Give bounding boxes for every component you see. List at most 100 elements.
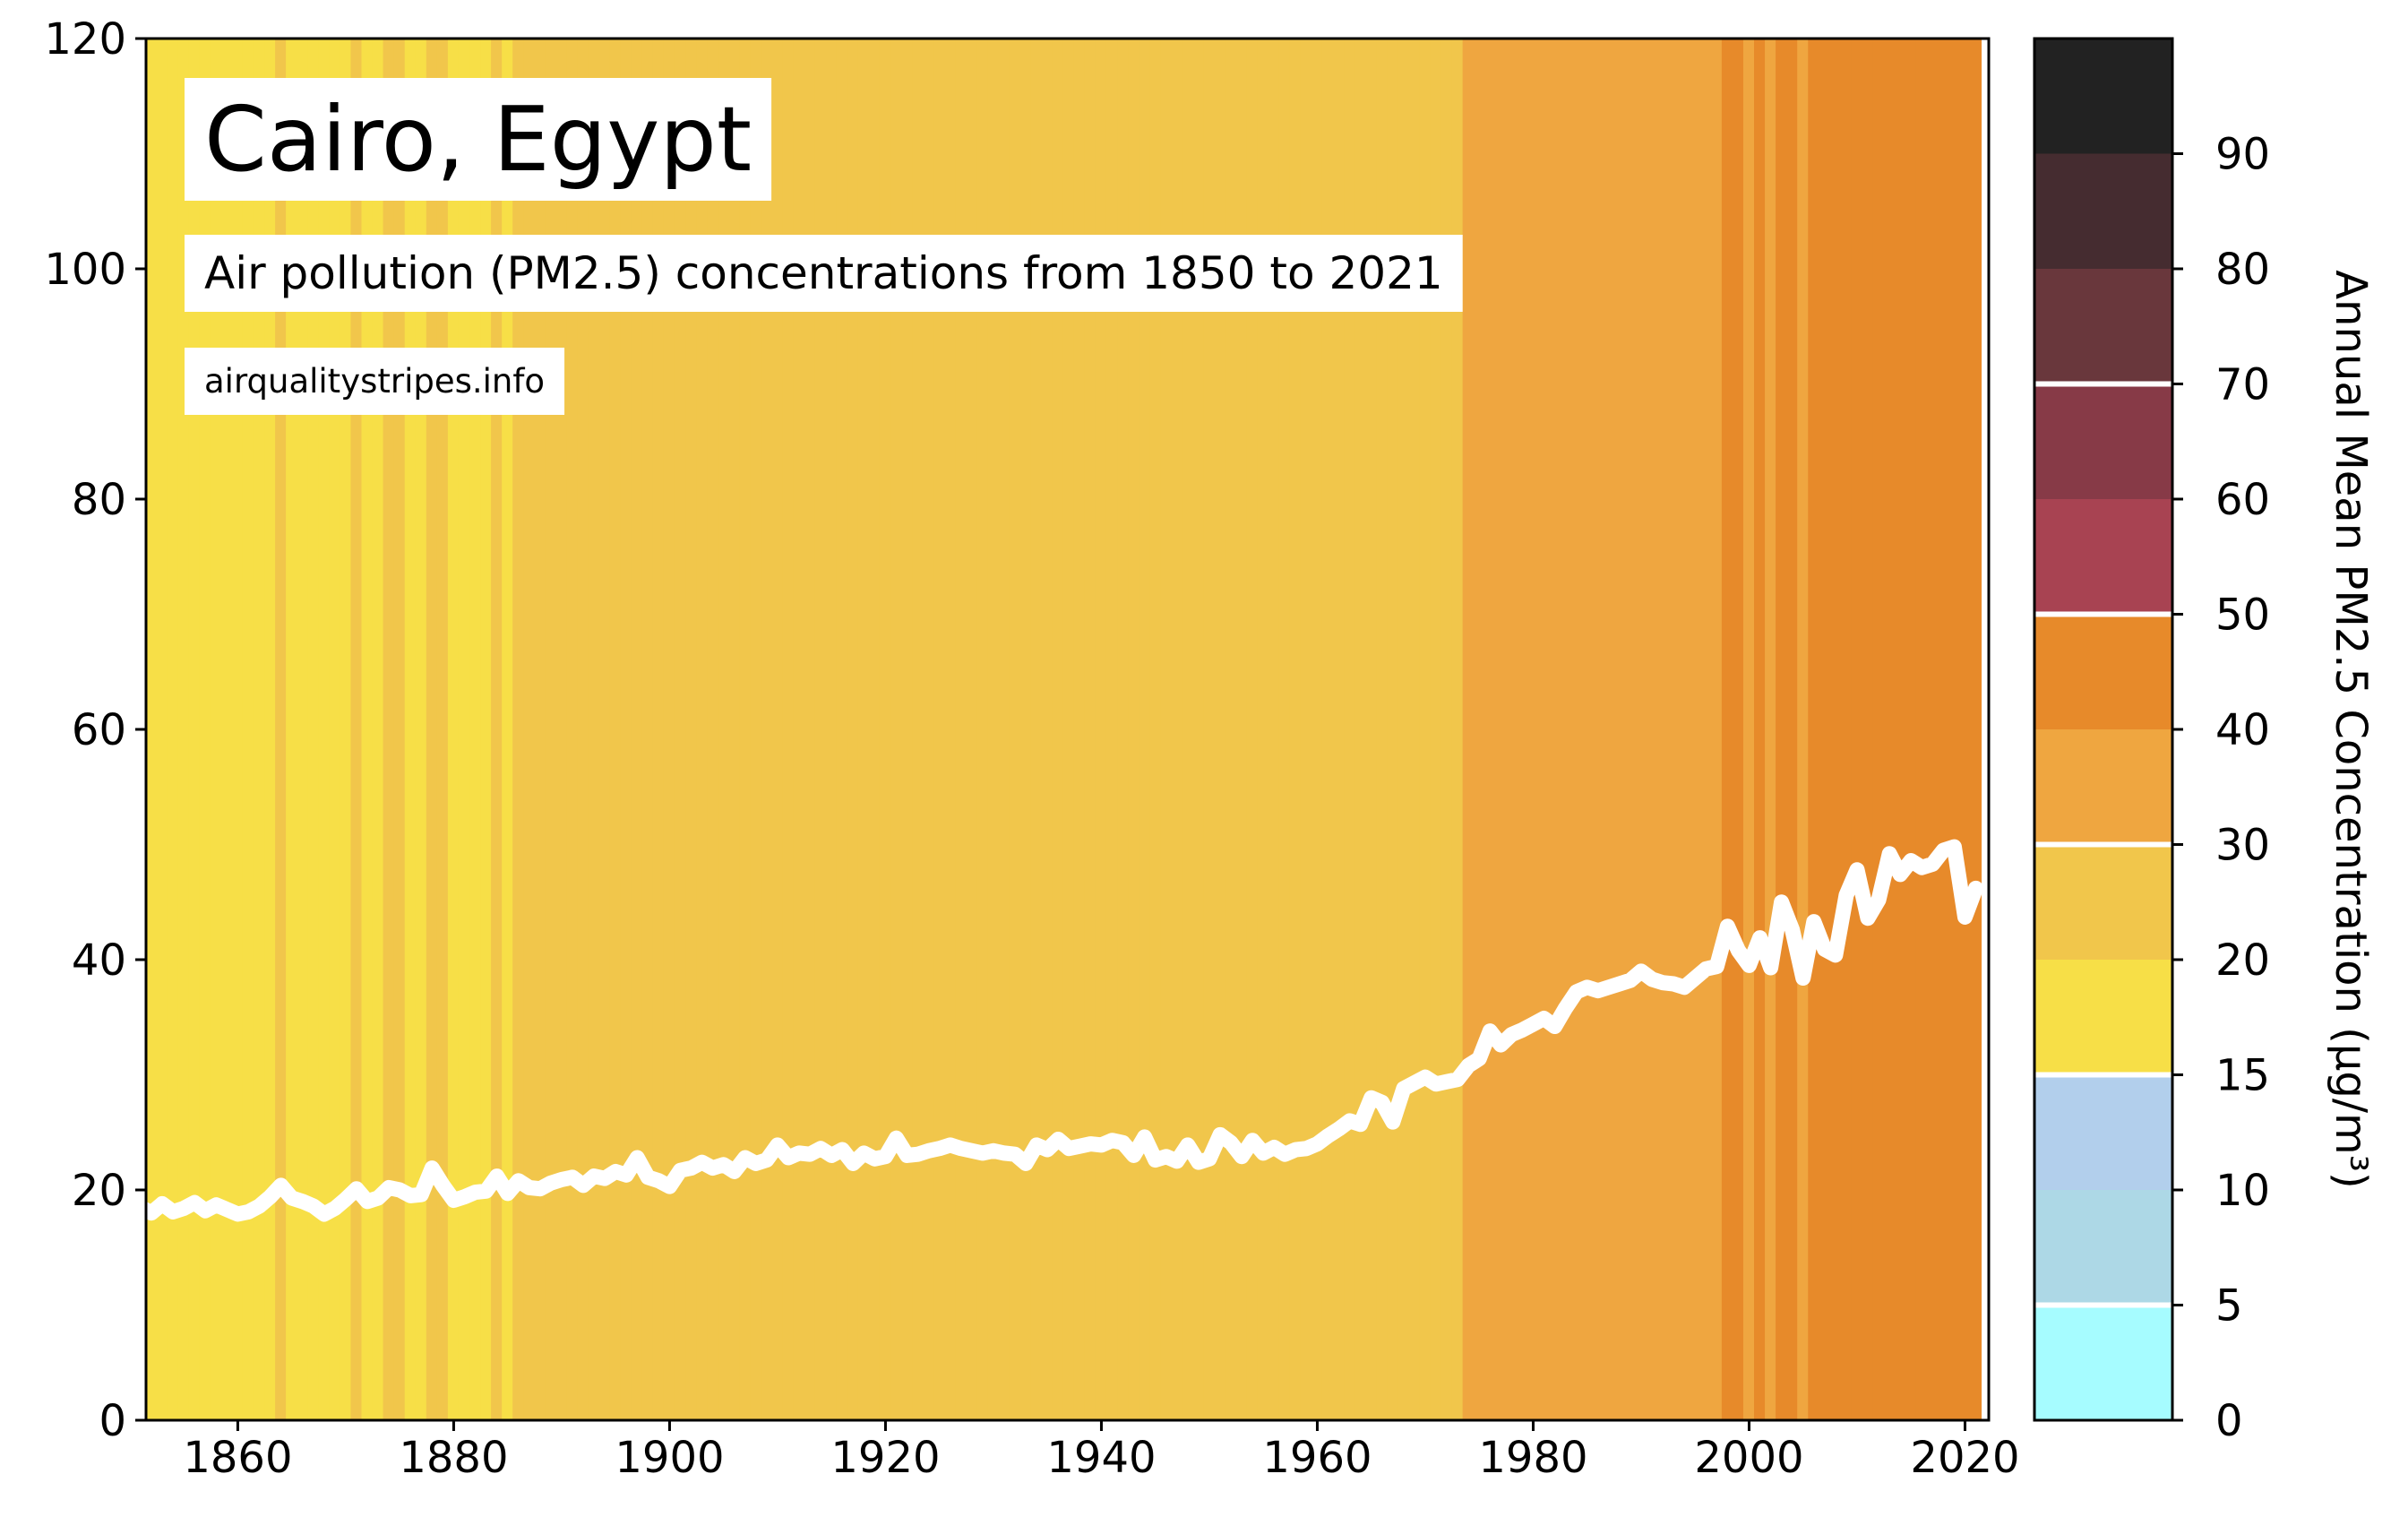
stripe bbox=[1819, 39, 1831, 1420]
stripe bbox=[1095, 39, 1107, 1420]
stripe bbox=[750, 39, 762, 1420]
stripe bbox=[1257, 39, 1269, 1420]
stripe bbox=[868, 39, 881, 1420]
x-tick-label: 1940 bbox=[1046, 1433, 1156, 1483]
stripe bbox=[566, 39, 579, 1420]
stripe bbox=[1958, 39, 1972, 1420]
stripe bbox=[1765, 39, 1777, 1420]
stripe bbox=[1915, 39, 1928, 1420]
stripe bbox=[1365, 39, 1378, 1420]
stripe bbox=[1192, 39, 1205, 1420]
stripe bbox=[1710, 39, 1723, 1420]
y-tick-label: 120 bbox=[44, 14, 126, 65]
stripe bbox=[793, 39, 805, 1420]
stripe bbox=[944, 39, 957, 1420]
colorbar-tick-label: 70 bbox=[2215, 360, 2270, 410]
stripe bbox=[1052, 39, 1064, 1420]
stripe bbox=[998, 39, 1010, 1420]
colorbar-tick-label: 90 bbox=[2215, 130, 2270, 180]
x-tick-label: 2000 bbox=[1694, 1433, 1803, 1483]
stripe bbox=[1840, 39, 1853, 1420]
stripe bbox=[1570, 39, 1583, 1420]
stripe bbox=[1289, 39, 1302, 1420]
stripe bbox=[1105, 39, 1119, 1420]
colorbar-segment bbox=[2034, 614, 2172, 729]
stripe bbox=[1030, 39, 1043, 1420]
stripe bbox=[1678, 39, 1690, 1420]
colorbar-tick-label: 60 bbox=[2215, 475, 2270, 525]
stripe bbox=[1905, 39, 1917, 1420]
colorbar-tick-label: 40 bbox=[2215, 705, 2270, 755]
stripe bbox=[598, 39, 611, 1420]
stripe bbox=[1300, 39, 1312, 1420]
stripe bbox=[577, 39, 589, 1420]
colorbar-segment bbox=[2034, 1305, 2172, 1420]
x-tick-label: 1980 bbox=[1478, 1433, 1587, 1483]
stripe bbox=[1084, 39, 1096, 1420]
stripe bbox=[156, 39, 168, 1420]
stripe bbox=[146, 39, 158, 1420]
colorbar-segment bbox=[2034, 39, 2172, 154]
stripe bbox=[1344, 39, 1356, 1420]
stripe bbox=[1948, 39, 1960, 1420]
stripe bbox=[1117, 39, 1130, 1420]
stripe bbox=[825, 39, 838, 1420]
stripe bbox=[890, 39, 903, 1420]
stripe bbox=[1505, 39, 1518, 1420]
colorbar-tick-label: 80 bbox=[2215, 245, 2270, 295]
y-tick-label: 20 bbox=[72, 1166, 126, 1216]
stripe bbox=[1321, 39, 1335, 1420]
pm25-line bbox=[146, 839, 1984, 1222]
stripe bbox=[1926, 39, 1939, 1420]
stripe bbox=[1149, 39, 1162, 1420]
colorbar-tick-label: 5 bbox=[2215, 1281, 2243, 1332]
colorbar-segment bbox=[2034, 960, 2172, 1075]
stripe bbox=[641, 39, 654, 1420]
colorbar-segment bbox=[2034, 1190, 2172, 1306]
stripe bbox=[1613, 39, 1626, 1420]
stripe bbox=[901, 39, 914, 1420]
stripe bbox=[1560, 39, 1572, 1420]
stripe bbox=[1526, 39, 1539, 1420]
colorbar-segment bbox=[2034, 729, 2172, 845]
title-box bbox=[185, 78, 772, 201]
stripe bbox=[1699, 39, 1712, 1420]
y-tick-label: 0 bbox=[99, 1396, 126, 1446]
stripe bbox=[674, 39, 687, 1420]
source: airqualitystripes.info bbox=[204, 362, 545, 401]
stripe bbox=[718, 39, 730, 1420]
colorbar: 0 5 10 15 20 30 40 50 60 70 80 90 Annual Mean PM2.5 … bbox=[2033, 37, 2376, 1446]
colorbar-segment bbox=[2034, 844, 2172, 960]
stripe bbox=[836, 39, 848, 1420]
stripe bbox=[1041, 39, 1054, 1420]
stripe bbox=[912, 39, 924, 1420]
stripe bbox=[771, 39, 784, 1420]
colorbar-segment bbox=[2034, 499, 2172, 615]
x-tick-label: 1880 bbox=[399, 1433, 508, 1483]
stripe bbox=[1829, 39, 1842, 1420]
stripe bbox=[1646, 39, 1658, 1420]
stripe bbox=[1009, 39, 1021, 1420]
stripe bbox=[1721, 39, 1733, 1420]
source-box bbox=[185, 348, 565, 415]
stripe bbox=[1603, 39, 1615, 1420]
colorbar-tick-label: 15 bbox=[2215, 1051, 2270, 1101]
stripe bbox=[707, 39, 719, 1420]
stripe bbox=[609, 39, 622, 1420]
stripe bbox=[782, 39, 795, 1420]
stripe bbox=[1742, 39, 1756, 1420]
stripe bbox=[620, 39, 632, 1420]
stripe bbox=[1278, 39, 1291, 1420]
stripe bbox=[663, 39, 675, 1420]
subtitle: Air pollution (PM2.5) concentrations fro… bbox=[204, 247, 1443, 299]
colorbar-label: Annual Mean PM2.5 Concentration (μg/m³) bbox=[2326, 270, 2376, 1189]
stripe bbox=[1246, 39, 1259, 1420]
stripe bbox=[1635, 39, 1647, 1420]
colorbar-segment bbox=[2034, 384, 2172, 499]
stripe bbox=[1019, 39, 1032, 1420]
stripe bbox=[1062, 39, 1075, 1420]
stripe bbox=[1797, 39, 1810, 1420]
stripe bbox=[1592, 39, 1604, 1420]
colorbar-tick-label: 20 bbox=[2215, 935, 2270, 986]
stripe bbox=[1376, 39, 1389, 1420]
